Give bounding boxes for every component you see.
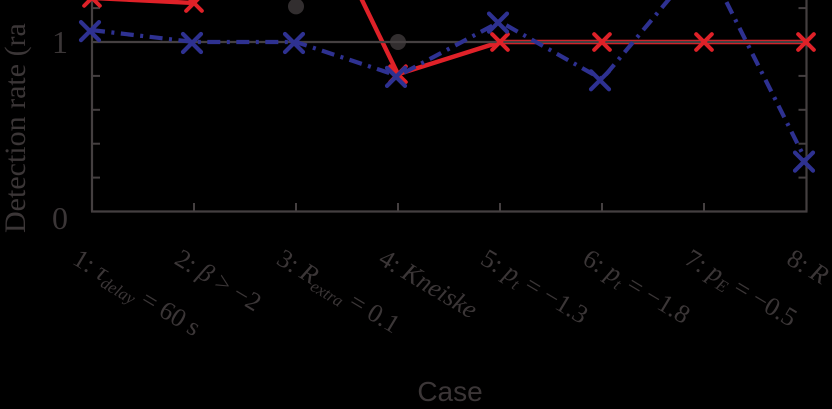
blue-x-marker xyxy=(282,31,306,55)
y-tick-label-0: 0 xyxy=(52,200,68,236)
blue-x-marker xyxy=(486,11,510,34)
y-tick-label-1: 1 xyxy=(52,24,68,60)
red-x-marker xyxy=(694,32,714,52)
red-x-marker xyxy=(592,32,612,52)
black-dot-marker xyxy=(288,0,304,15)
red-x-marker xyxy=(490,32,510,52)
red-x-marker xyxy=(796,32,816,52)
blue-x-marker xyxy=(78,20,102,43)
blue-x-marker xyxy=(588,69,612,92)
blue-x-marker xyxy=(384,65,408,88)
x-axis-label: Case xyxy=(417,376,483,407)
red-x-marker xyxy=(82,0,102,8)
red-x-marker xyxy=(184,0,204,13)
blue-x-marker xyxy=(792,150,816,173)
blue-series-line xyxy=(91,0,808,162)
y-axis-label: Detection rate (ra xyxy=(0,23,32,233)
blue-x-marker xyxy=(180,31,204,55)
